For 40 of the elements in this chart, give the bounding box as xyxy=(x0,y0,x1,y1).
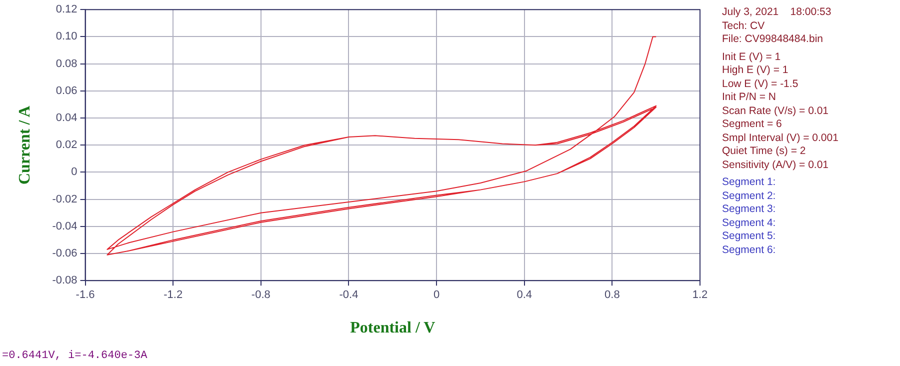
x-axis-title: Potential / V xyxy=(350,320,436,337)
text: Segment 2: xyxy=(722,190,776,202)
text: Segment 6: xyxy=(722,244,776,256)
y-tick-label: 0.06 xyxy=(56,84,78,97)
x-tick-label: 0.4 xyxy=(516,289,532,302)
y-tick-label: 0.12 xyxy=(56,4,78,16)
x-tick-label: -1.6 xyxy=(76,289,95,302)
y-axis-title: Current / A xyxy=(16,105,34,185)
y-tick-label: -0.02 xyxy=(52,193,78,206)
text: Segment 5: xyxy=(722,230,776,242)
text: File: CV99848484.bin xyxy=(722,33,823,45)
y-tick-label: 0.08 xyxy=(56,58,78,70)
text: Sensitivity (A/V) = 0.01 xyxy=(722,158,829,170)
x-tick-label: -0.8 xyxy=(251,289,270,302)
y-tick-label: 0 xyxy=(71,166,78,178)
text: High E (V) = 1 xyxy=(722,64,788,76)
text: Segment 3: xyxy=(722,203,776,215)
text: Quiet Time (s) = 2 xyxy=(722,145,806,157)
text: Init E (V) = 1 xyxy=(722,50,781,62)
text: Segment = 6 xyxy=(722,118,782,130)
x-tick-label: 0 xyxy=(433,289,440,302)
y-tick-label: 0.10 xyxy=(56,30,78,43)
text: Segment 1: xyxy=(722,176,776,188)
text: July 3, 2021 18:00:53 xyxy=(722,6,832,18)
text: Low E (V) = -1.5 xyxy=(722,78,798,90)
text: =0.6441V, i=-4.640e-3A xyxy=(2,350,148,362)
y-tick-label: -0.06 xyxy=(52,248,78,260)
text: Init P/N = N xyxy=(722,91,776,103)
x-tick-label: 0.8 xyxy=(604,289,620,302)
x-tick-label: 1.2 xyxy=(692,289,708,302)
text: Smpl Interval (V) = 0.001 xyxy=(722,132,838,144)
y-tick-label: -0.08 xyxy=(52,274,78,287)
y-tick-label: 0.02 xyxy=(56,139,78,152)
y-tick-label: -0.04 xyxy=(52,220,78,232)
text: Scan Rate (V/s) = 0.01 xyxy=(722,104,829,116)
y-tick-label: 0.04 xyxy=(56,112,78,124)
x-tick-label: -0.4 xyxy=(339,289,358,302)
text: Tech: CV xyxy=(722,20,765,32)
x-tick-label: -1.2 xyxy=(164,289,183,302)
text: Segment 4: xyxy=(722,216,776,228)
